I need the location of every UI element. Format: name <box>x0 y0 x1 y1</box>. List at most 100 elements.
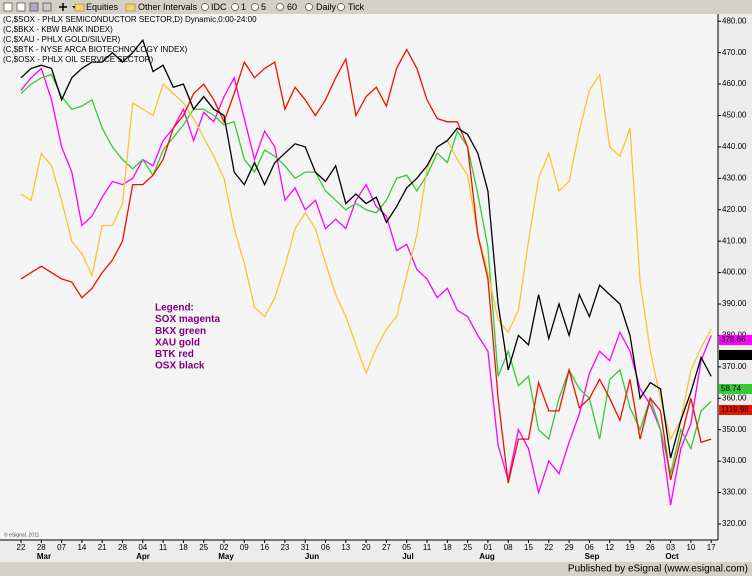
toolbar-item[interactable]: Tick <box>348 2 365 12</box>
series-line <box>20 72 712 441</box>
annotation: SOX magenta <box>155 314 220 325</box>
y-tick-label: 390.00 <box>722 299 747 308</box>
price-tag: 58.74 <box>721 384 742 393</box>
toolbar <box>0 0 752 14</box>
icon[interactable] <box>251 3 259 11</box>
toolbar-item[interactable]: Other Intervals <box>138 2 198 12</box>
icon[interactable] <box>276 3 284 11</box>
toolbar-item[interactable]: Equities <box>86 2 119 12</box>
price-tag-bg <box>719 405 752 415</box>
price-tag: 1119.98 <box>721 405 749 414</box>
x-tick-label: 26 <box>646 543 655 552</box>
x-tick-label: 14 <box>77 543 86 552</box>
toolbar-item[interactable]: 5 <box>261 2 266 12</box>
icon[interactable] <box>29 2 39 12</box>
icon[interactable] <box>231 3 239 11</box>
x-tick-label: 18 <box>179 543 188 552</box>
x-tick-label: 28 <box>37 543 46 552</box>
x-tick-label: 25 <box>199 543 208 552</box>
x-tick-label: 18 <box>443 543 452 552</box>
month-label: Aug <box>479 552 495 561</box>
series-line <box>20 73 712 474</box>
toolbar-icons <box>3 2 345 12</box>
price-tag-bg <box>719 384 752 394</box>
x-tick-label: 21 <box>98 543 107 552</box>
y-tick-label: 460.00 <box>722 79 747 88</box>
x-tick-label: 06 <box>321 543 330 552</box>
toolbar-item[interactable]: 60 <box>287 2 297 12</box>
month-label: Oct <box>665 552 679 561</box>
x-tick-label: 22 <box>544 543 553 552</box>
x-tick-label: 17 <box>707 543 716 552</box>
y-tick-label: 480.00 <box>722 16 747 25</box>
x-tick-label: 15 <box>524 543 533 552</box>
icon[interactable] <box>59 3 67 11</box>
icon[interactable] <box>305 3 313 11</box>
month-label: Jul <box>402 552 414 561</box>
price-tag: 217.61 <box>721 350 746 359</box>
series-line <box>20 67 712 506</box>
price-tag-bg <box>719 335 752 345</box>
y-axis-area <box>718 14 752 540</box>
price-tag-bg <box>719 350 752 360</box>
annotation: OSX black <box>155 361 205 372</box>
x-tick-label: 31 <box>301 543 310 552</box>
x-tick-label: 28 <box>118 543 127 552</box>
x-tick-label: 22 <box>17 543 26 552</box>
x-tick-label: 20 <box>362 543 371 552</box>
price-tag: 378.66 <box>721 335 746 344</box>
y-tick-label: 350.00 <box>722 425 747 434</box>
x-tick-label: 11 <box>159 543 168 552</box>
footer-bar <box>0 562 752 576</box>
y-tick-label: 340.00 <box>722 456 747 465</box>
month-label: May <box>218 552 234 561</box>
folder-icon[interactable] <box>125 3 136 12</box>
x-tick-label: 08 <box>504 543 513 552</box>
annotation: Legend: <box>155 303 194 314</box>
icon[interactable] <box>42 2 52 12</box>
x-tick-label: 12 <box>605 543 614 552</box>
series-header: (C,$XAU - PHLX GOLD/SILVER) <box>3 35 121 44</box>
toolbar-item[interactable]: 1 <box>241 2 246 12</box>
annotation: BTK red <box>155 349 194 360</box>
x-tick-label: 27 <box>382 543 391 552</box>
icon[interactable] <box>16 2 26 12</box>
toolbar-item[interactable]: IDC <box>211 2 227 12</box>
icon[interactable] <box>337 3 345 11</box>
y-tick-label: 410.00 <box>722 236 747 245</box>
icon[interactable] <box>201 3 209 11</box>
y-tick-label: 450.00 <box>722 111 747 120</box>
x-tick-label: 05 <box>402 543 411 552</box>
series-header: (C,$BKX - KBW BANK INDEX) <box>3 25 113 34</box>
y-tick-label: 320.00 <box>722 519 747 528</box>
annotation: XAU gold <box>155 337 200 348</box>
y-tick-label: 400.00 <box>722 268 747 277</box>
series-line <box>20 48 712 484</box>
series-header: (C,$SOX - PHLX SEMICONDUCTOR SECTOR,D) D… <box>3 15 257 24</box>
y-tick-label: 360.00 <box>722 393 747 402</box>
toolbar-item[interactable]: Daily <box>316 2 337 12</box>
x-tick-label: 04 <box>138 543 147 552</box>
x-tick-label: 13 <box>341 543 350 552</box>
x-tick-label: 07 <box>57 543 66 552</box>
watermark: © eSignal, 2011 <box>4 531 40 538</box>
x-axis-area <box>0 540 752 562</box>
month-label: Jun <box>305 552 319 561</box>
x-tick-label: 25 <box>463 543 472 552</box>
series-header: (C,$OSX - PHLX OIL SERVICE SECTOR) <box>3 55 153 64</box>
month-label: Mar <box>37 552 51 561</box>
folder-icon[interactable] <box>74 3 85 12</box>
x-tick-label: 06 <box>585 543 594 552</box>
footer: Published by eSignal (www.esignal.com) <box>568 564 748 575</box>
x-tick-label: 02 <box>220 543 229 552</box>
y-tick-label: 370.00 <box>722 362 747 371</box>
x-tick-label: 01 <box>483 543 492 552</box>
y-tick-label: 330.00 <box>722 488 747 497</box>
y-tick-label: 470.00 <box>722 48 747 57</box>
x-tick-label: 16 <box>260 543 269 552</box>
y-tick-label: 430.00 <box>722 173 747 182</box>
x-tick-label: 11 <box>423 543 432 552</box>
month-label: Sep <box>585 552 600 561</box>
plot-area <box>0 14 718 540</box>
